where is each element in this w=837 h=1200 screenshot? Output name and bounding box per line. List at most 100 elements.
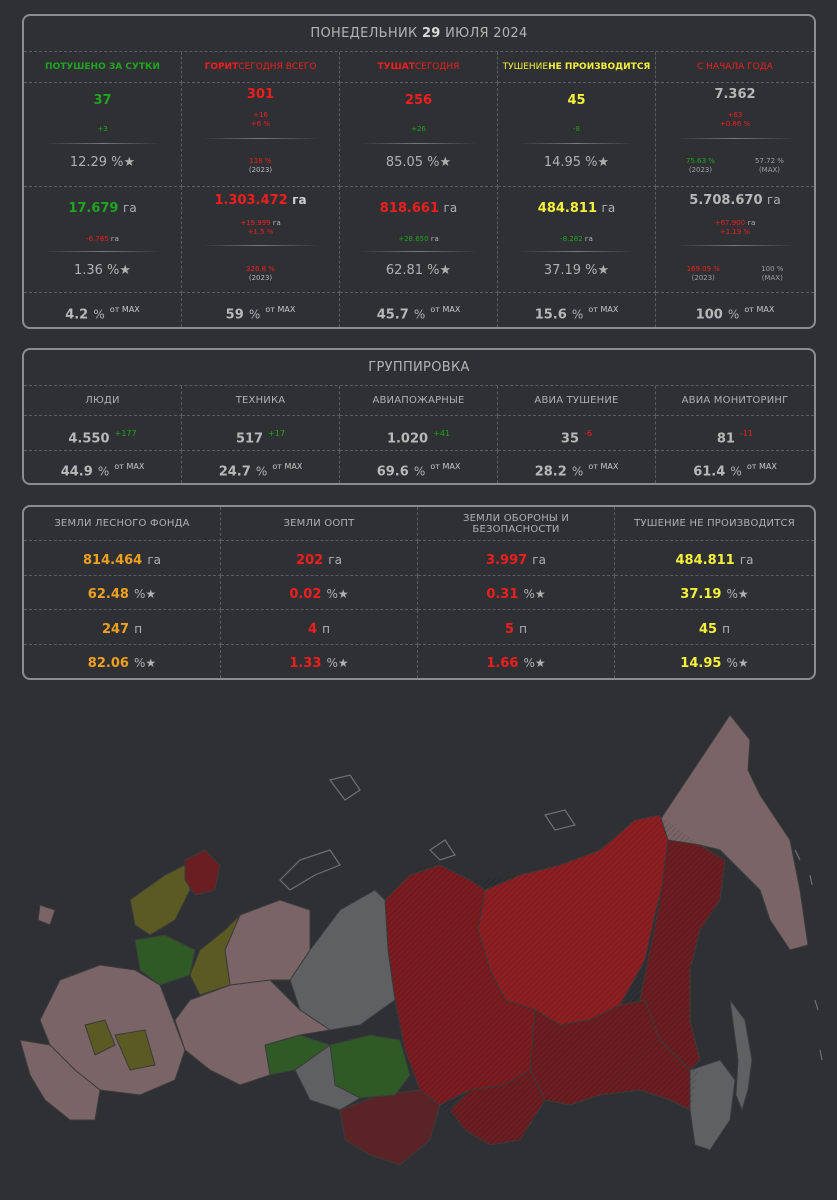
stat-delta: -8 [573,125,580,133]
stat-delta: +16 [253,111,268,119]
daily-stats-panel: ПОНЕДЕЛЬНИК 29 ИЮЛЯ 2024 ПОТУШЕНО ЗА СУТ… [22,14,816,329]
protected-count: 4 п [221,610,418,645]
stat-value: 7.362 [714,87,756,102]
map-region [84,1019,116,1056]
regions-map [19,714,823,1166]
defense-count: 5 п [418,610,615,645]
stat-area-delta: +19.999 га [240,219,281,227]
ref-max-label: (MAX) [758,166,781,174]
air-firefighters-of-max: 69.6 % от MAX [340,451,498,483]
stat-percent: 1.36 %★ [73,263,132,278]
people-value: 4.550 +177 [24,416,182,451]
burning-area-cell: 1.303.472 га +19.999 га +1.5 % 326.8 % (… [182,187,340,293]
col-header-burning: ГОРИТ СЕГОДНЯ ВСЕГО [182,52,340,83]
stat-area-delta: +28.650 га [398,235,439,243]
col-header-air-firefighters: АВИАПОЖАРНЫЕ [340,386,498,416]
stat-percent: 14.95 %★ [543,155,610,170]
stat-value: 301 [246,87,275,102]
stat-area-delta-pct: +1.19 % [719,228,751,236]
stat-area-delta: +67.900 га [714,219,756,227]
air-monitoring-value: 81 -11 [656,416,814,451]
protected-area: 202 га [221,541,418,576]
lands-panel: ЗЕМЛИ ЛЕСНОГО ФОНДА ЗЕМЛИ ООПТ ЗЕМЛИ ОБО… [22,505,816,680]
col-header-protected-lands: ЗЕМЛИ ООПТ [221,507,418,541]
not-extinguished-count: 45 п [615,610,814,645]
col-header-equipment: ТЕХНИКА [182,386,340,416]
stat-area: 1.303.472 га [214,193,307,208]
grouping-grid: ЛЮДИ ТЕХНИКА АВИАПОЖАРНЫЕ АВИА ТУШЕНИЕ А… [24,386,814,483]
col-header-air-extinguishing: АВИА ТУШЕНИЕ [498,386,656,416]
air-extinguishing-of-max: 28.2 % от MAX [498,451,656,483]
air-monitoring-of-max: 61.4 % от MAX [693,462,777,480]
stat-percent: 62.81 %★ [385,263,452,278]
col-header-being-extinguished: ТУШАТ СЕГОДНЯ [340,52,498,83]
stat-area-delta: -6.785 га [86,235,119,243]
stat-area: 818.661 га [379,201,458,216]
burning-count-cell: 301 +16 +6 % 118 % (2023) [182,83,340,187]
col-header-year-to-date: С НАЧАЛА ГОДА [656,52,814,83]
col-header-defense-lands: ЗЕМЛИ ОБОРОНЫ И БЕЗОПАСНОСТИ [418,507,615,541]
col-header-forest-lands: ЗЕМЛИ ЛЕСНОГО ФОНДА [24,507,221,541]
stat-ref-split: 169.09 % (2023) 100 % (MAX) [666,265,804,283]
forest-area: 814.464 га [24,541,221,576]
defense-area: 3.997 га [418,541,615,576]
not-extinguished-of-max: 15.6 % от MAX [498,293,656,327]
year-area-cell: 5.708.670 га +67.900 га +1.19 % 169.09 %… [656,187,814,293]
grouping-title: ГРУППИРОВКА [24,350,814,386]
protected-area-pct: 0.02 %★ [221,576,418,610]
col-header-extinguished: ПОТУШЕНО ЗА СУТКИ [24,52,182,83]
stat-delta-pct: +6 % [250,120,271,128]
ref-max-pct: 100 % [761,265,784,273]
grouping-panel: ГРУППИРОВКА ЛЮДИ ТЕХНИКА АВИАПОЖАРНЫЕ АВ… [22,348,816,485]
ref-2023-label: (2023) [691,274,715,282]
not-extinguished-area: 484.811 га [615,541,814,576]
people-of-max: 44.9 % от MAX [24,451,182,483]
stat-percent: 12.29 %★ [69,155,136,170]
extinguished-area-cell: 17.679 га -6.785 га 1.36 %★ [24,187,182,293]
burning-of-max: 59 % от MAX [182,293,340,327]
stat-delta-pct: +0.86 % [719,120,751,128]
being-extinguished-area-cell: 818.661 га +28.650 га 62.81 %★ [340,187,498,293]
not-extinguished-area-pct: 37.19 %★ [615,576,814,610]
forest-count: 247 п [24,610,221,645]
extinguished-count-cell: 37 +3 12.29 %★ [24,83,182,187]
forest-count-pct: 82.06 %★ [24,645,221,678]
not-extinguished-count-pct: 14.95 %★ [680,656,749,671]
stat-percent: 85.05 %★ [385,155,452,170]
col-header-not-extinguished: ТУШЕНИЕ НЕ ПРОИЗВОДИТСЯ [498,52,656,83]
map-region [37,904,56,926]
equipment-value: 517 +17 [182,416,340,451]
stat-area: 484.811 га [537,201,616,216]
map-region [19,1039,101,1121]
year-of-max: 100 % от MAX [695,305,775,323]
ref-2023-pct: 75.63 % [686,157,715,165]
ref-max-pct: 57.72 % [755,157,784,165]
stat-percent: 37.19 %★ [543,263,610,278]
equipment-of-max: 24.7 % от MAX [182,451,340,483]
not-extinguished-area-cell: 484.811 га -8.282 га 37.19 %★ [498,187,656,293]
date-title: ПОНЕДЕЛЬНИК 29 ИЮЛЯ 2024 [24,16,814,52]
day: 29 [421,26,441,41]
stat-area: 17.679 га [68,201,137,216]
stat-value: 256 [404,93,433,108]
stat-ref-pct: 326.8 % [246,265,275,273]
stat-delta: +3 [97,125,108,133]
stat-ref-year: (2023) [248,274,273,282]
col-header-air-monitoring: АВИА МОНИТОРИНГ [656,386,814,416]
stat-value: 37 [93,93,112,108]
extinguished-of-max: 4.2 % от MAX [24,293,182,327]
protected-count-pct: 1.33 %★ [221,645,418,678]
stat-value: 45 [567,93,586,108]
daily-stats-grid: ПОТУШЕНО ЗА СУТКИ ГОРИТ СЕГОДНЯ ВСЕГО ТУ… [24,52,814,327]
lands-grid: ЗЕМЛИ ЛЕСНОГО ФОНДА ЗЕМЛИ ООПТ ЗЕМЛИ ОБО… [24,507,814,678]
forest-area-pct: 62.48 %★ [24,576,221,610]
month-year: ИЮЛЯ 2024 [445,26,528,41]
defense-area-pct: 0.31 %★ [418,576,615,610]
col-header-not-extinguished: ТУШЕНИЕ НЕ ПРОИЗВОДИТСЯ [615,507,814,541]
stat-delta: +26 [411,125,426,133]
being-extinguished-of-max: 45.7 % от MAX [340,293,498,327]
air-extinguishing-value: 35 -6 [498,416,656,451]
stat-delta: +63 [727,111,743,119]
air-firefighters-value: 1.020 +41 [340,416,498,451]
map-region [689,1059,736,1151]
